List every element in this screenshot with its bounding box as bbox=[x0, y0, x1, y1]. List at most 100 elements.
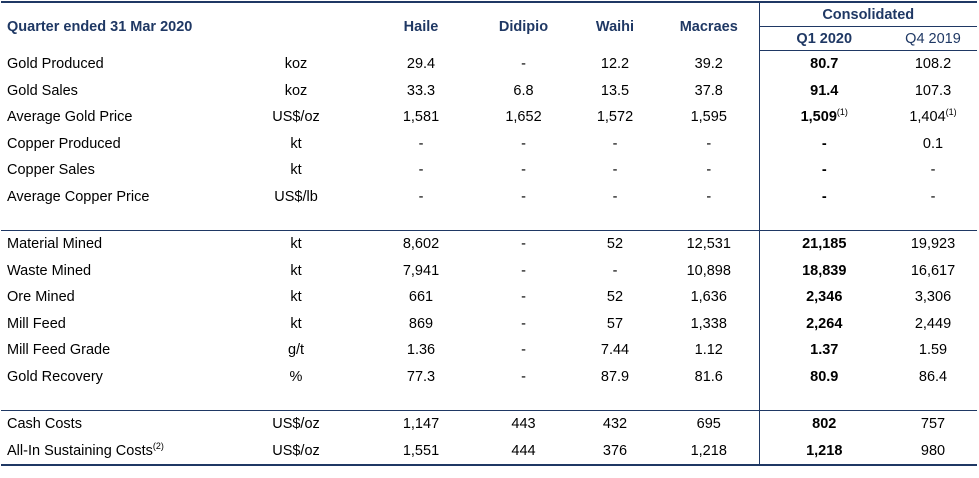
spacer-cell bbox=[476, 210, 571, 231]
cell-q4-2019-value: 2,449 bbox=[914, 315, 952, 332]
spacer-cell bbox=[659, 210, 759, 231]
cell-q1-2020: 2,264 bbox=[758, 310, 889, 337]
cell-q4-2019: 2,449 bbox=[889, 311, 977, 338]
cell-q4-2019-value: 16,617 bbox=[910, 262, 956, 279]
row-label: Material Mined bbox=[1, 231, 226, 258]
cell-haile: - bbox=[418, 162, 424, 179]
cell-q1-2020-value: 21,185 bbox=[802, 236, 847, 253]
spacer-cell bbox=[1, 210, 226, 231]
row-unit: % bbox=[289, 368, 303, 385]
table-row: Mill Feed kt 869 - 57 1,338 2,264 2,449 bbox=[1, 310, 977, 338]
cell-macraes: 1,218 bbox=[659, 437, 759, 466]
row-unit: koz bbox=[284, 82, 308, 99]
spacer-cell bbox=[758, 390, 889, 411]
cell-waihi: 7.44 bbox=[600, 342, 630, 359]
row-unit: kt bbox=[290, 135, 302, 152]
row-label-text: Copper Sales bbox=[7, 162, 95, 179]
cell-didipio: - bbox=[521, 342, 526, 359]
cell-haile: - bbox=[418, 188, 424, 205]
row-unit: US$/oz bbox=[272, 109, 320, 126]
spacer-cell bbox=[366, 210, 476, 231]
spacer-cell bbox=[758, 210, 889, 231]
cell-q1-2020: - bbox=[758, 130, 889, 157]
cell-haile: 33.3 bbox=[406, 82, 436, 99]
column-header-q1-2020: Q1 2020 bbox=[758, 26, 889, 51]
row-label: Average Gold Price bbox=[1, 104, 226, 131]
consolidated-header: Consolidated bbox=[758, 1, 977, 27]
cell-q4-2019: - bbox=[889, 157, 977, 184]
table-row: Average Copper Price US$/lb - - - - - - bbox=[1, 183, 977, 210]
cell-q4-2019-value: - bbox=[930, 162, 936, 179]
cell-haile: 1,551 bbox=[366, 437, 476, 466]
spacer-cell bbox=[571, 390, 659, 411]
cell-q4-2019-value: 757 bbox=[920, 416, 946, 433]
cell-macraes: 81.6 bbox=[694, 368, 723, 385]
column-header-q4-2019: Q4 2019 bbox=[889, 26, 977, 51]
cell-q4-2019: 0.1 bbox=[889, 131, 977, 158]
footnote-marker: (1) bbox=[945, 107, 957, 118]
table-row: Mill Feed Grade g/t 1.36 - 7.44 1.12 1.37 1.59 bbox=[1, 337, 977, 364]
column-header-macraes: Macraes bbox=[659, 1, 759, 51]
cell-q1-2020-value: 18,839 bbox=[802, 262, 847, 279]
table-row: Gold Sales koz 33.3 6.8 13.5 37.8 91.4 107.3 bbox=[1, 77, 977, 105]
table-row: Copper Produced kt - - - - - 0.1 bbox=[1, 130, 977, 158]
cell-didipio: - bbox=[521, 135, 526, 152]
column-header-waihi: Waihi bbox=[571, 1, 659, 51]
footnote-marker: (2) bbox=[152, 440, 164, 451]
row-label-text: Gold Recovery bbox=[7, 368, 103, 385]
row-label: Gold Recovery bbox=[1, 364, 226, 391]
cell-q4-2019: 107.3 bbox=[889, 78, 977, 105]
cell-waihi: 1,572 bbox=[596, 109, 634, 126]
cell-q1-2020-value: 80.7 bbox=[810, 56, 839, 73]
cell-haile: 1.36 bbox=[406, 342, 436, 359]
cell-q4-2019-value: 108.2 bbox=[914, 56, 952, 73]
row-unit: kt bbox=[290, 262, 302, 279]
cell-waihi: - bbox=[612, 135, 618, 152]
cell-q1-2020-value: 1,509 bbox=[800, 109, 837, 126]
cell-haile: 29.4 bbox=[406, 56, 436, 72]
cell-q1-2020: - bbox=[758, 183, 889, 210]
cell-q1-2020: 1,509(1) bbox=[758, 104, 889, 131]
cell-didipio: 1,652 bbox=[505, 109, 542, 126]
cell-q4-2019-value: 1,404 bbox=[909, 109, 946, 126]
cell-q4-2019-value: 107.3 bbox=[914, 82, 952, 99]
row-label: Copper Produced bbox=[1, 131, 226, 158]
cell-didipio: 443 bbox=[511, 416, 536, 433]
cell-q1-2020: 80.9 bbox=[758, 363, 889, 390]
cell-macraes: 39.2 bbox=[694, 56, 723, 72]
cell-macraes: 1,595 bbox=[690, 109, 727, 126]
row-label-text: Copper Produced bbox=[7, 135, 121, 152]
row-label-text: Ore Mined bbox=[7, 289, 75, 306]
cell-didipio: 444 bbox=[476, 437, 571, 466]
cell-didipio: - bbox=[521, 236, 526, 253]
row-label: All-In Sustaining Costs(2) bbox=[1, 437, 226, 466]
row-unit: g/t bbox=[287, 342, 305, 359]
row-label-text: Gold Sales bbox=[7, 82, 78, 99]
cell-didipio: - bbox=[521, 262, 526, 279]
cell-didipio: - bbox=[521, 162, 526, 179]
cell-macraes: 12,531 bbox=[686, 236, 731, 253]
row-unit: US$/lb bbox=[274, 188, 318, 205]
cell-didipio: - bbox=[521, 56, 526, 72]
cell-q4-2019-value: 86.4 bbox=[918, 368, 948, 385]
row-label: Mill Feed Grade bbox=[1, 337, 226, 364]
cell-macraes: 10,898 bbox=[686, 262, 731, 279]
cell-q4-2019: 980 bbox=[889, 437, 977, 466]
row-label-text: Average Copper Price bbox=[7, 188, 150, 205]
cell-q1-2020: - bbox=[758, 157, 889, 184]
cell-q1-2020-value: 2,346 bbox=[806, 289, 843, 306]
cell-waihi: 432 bbox=[602, 416, 628, 433]
section-spacer bbox=[1, 210, 977, 231]
operations-summary-table-wrapper: Quarter ended 31 Mar 2020 Haile Didipio … bbox=[1, 1, 977, 466]
spacer-cell bbox=[571, 210, 659, 231]
spacer-cell bbox=[889, 210, 977, 231]
cell-macraes: - bbox=[706, 188, 712, 205]
cell-q1-2020: 2,346 bbox=[758, 284, 889, 311]
row-label: Gold Produced bbox=[1, 51, 226, 78]
table-body: Quarter ended 31 Mar 2020 Haile Didipio … bbox=[1, 1, 977, 466]
row-unit: kt bbox=[290, 315, 302, 332]
column-header-didipio: Didipio bbox=[476, 1, 571, 51]
cell-q1-2020: 1.37 bbox=[758, 337, 889, 364]
cell-haile: 869 bbox=[408, 315, 434, 332]
cell-q4-2019-value: 0.1 bbox=[922, 135, 944, 152]
